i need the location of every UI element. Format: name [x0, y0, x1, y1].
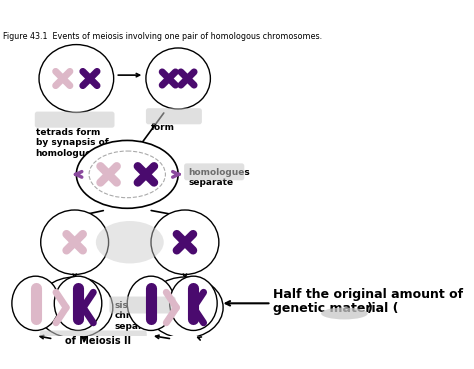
Text: Figure 43.1  Events of meiosis involving one pair of homologous chromosomes.: Figure 43.1 Events of meiosis involving … — [3, 32, 322, 41]
FancyBboxPatch shape — [109, 297, 175, 314]
Ellipse shape — [127, 276, 175, 331]
Text: ): ) — [366, 301, 373, 315]
Ellipse shape — [96, 221, 164, 263]
Ellipse shape — [55, 276, 102, 331]
Text: of Meiosis II: of Meiosis II — [64, 335, 130, 345]
Text: sister
chromatids
separate: sister chromatids separate — [115, 301, 172, 331]
Ellipse shape — [321, 307, 368, 320]
FancyBboxPatch shape — [40, 331, 147, 346]
FancyBboxPatch shape — [184, 163, 244, 180]
Text: genetic material (: genetic material ( — [273, 301, 399, 315]
Text: Half the original amount of: Half the original amount of — [273, 288, 463, 301]
Ellipse shape — [36, 277, 113, 338]
Ellipse shape — [151, 210, 219, 275]
Ellipse shape — [147, 277, 223, 338]
Ellipse shape — [12, 276, 59, 331]
Ellipse shape — [41, 210, 109, 275]
Text: homologues
separate: homologues separate — [188, 168, 250, 187]
Text: tetrads form
by synapsis of
homologues: tetrads form by synapsis of homologues — [36, 128, 109, 158]
Ellipse shape — [146, 48, 210, 109]
Text: form: form — [151, 123, 175, 132]
FancyBboxPatch shape — [146, 108, 202, 124]
Ellipse shape — [170, 276, 217, 331]
FancyBboxPatch shape — [35, 111, 115, 128]
Ellipse shape — [39, 45, 114, 113]
Ellipse shape — [76, 141, 178, 208]
